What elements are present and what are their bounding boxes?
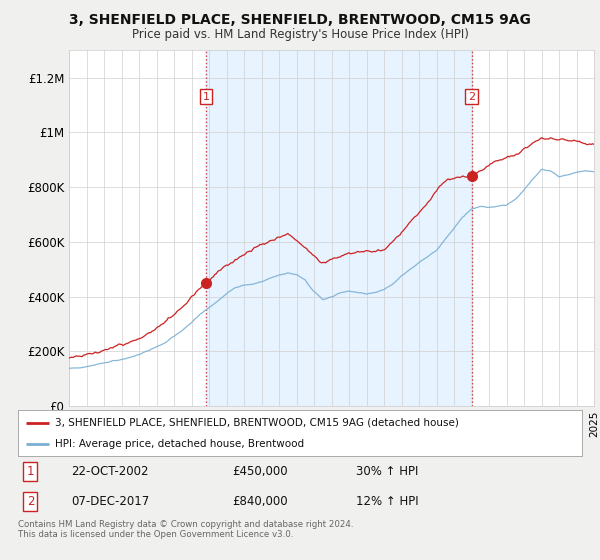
Text: 2: 2	[468, 92, 475, 101]
Text: 2: 2	[26, 495, 34, 508]
Text: £450,000: £450,000	[232, 465, 288, 478]
Text: 1: 1	[203, 92, 209, 101]
Text: 30% ↑ HPI: 30% ↑ HPI	[356, 465, 419, 478]
Text: 3, SHENFIELD PLACE, SHENFIELD, BRENTWOOD, CM15 9AG: 3, SHENFIELD PLACE, SHENFIELD, BRENTWOOD…	[69, 13, 531, 27]
Text: Contains HM Land Registry data © Crown copyright and database right 2024.
This d: Contains HM Land Registry data © Crown c…	[18, 520, 353, 539]
Text: £840,000: £840,000	[232, 495, 288, 508]
Text: HPI: Average price, detached house, Brentwood: HPI: Average price, detached house, Bren…	[55, 439, 304, 449]
Text: Price paid vs. HM Land Registry's House Price Index (HPI): Price paid vs. HM Land Registry's House …	[131, 28, 469, 41]
Bar	[206, 50, 472, 406]
Text: 07-DEC-2017: 07-DEC-2017	[71, 495, 150, 508]
Text: 1: 1	[26, 465, 34, 478]
Text: 12% ↑ HPI: 12% ↑ HPI	[356, 495, 419, 508]
Text: 3, SHENFIELD PLACE, SHENFIELD, BRENTWOOD, CM15 9AG (detached house): 3, SHENFIELD PLACE, SHENFIELD, BRENTWOOD…	[55, 418, 458, 428]
Text: 22-OCT-2002: 22-OCT-2002	[71, 465, 149, 478]
